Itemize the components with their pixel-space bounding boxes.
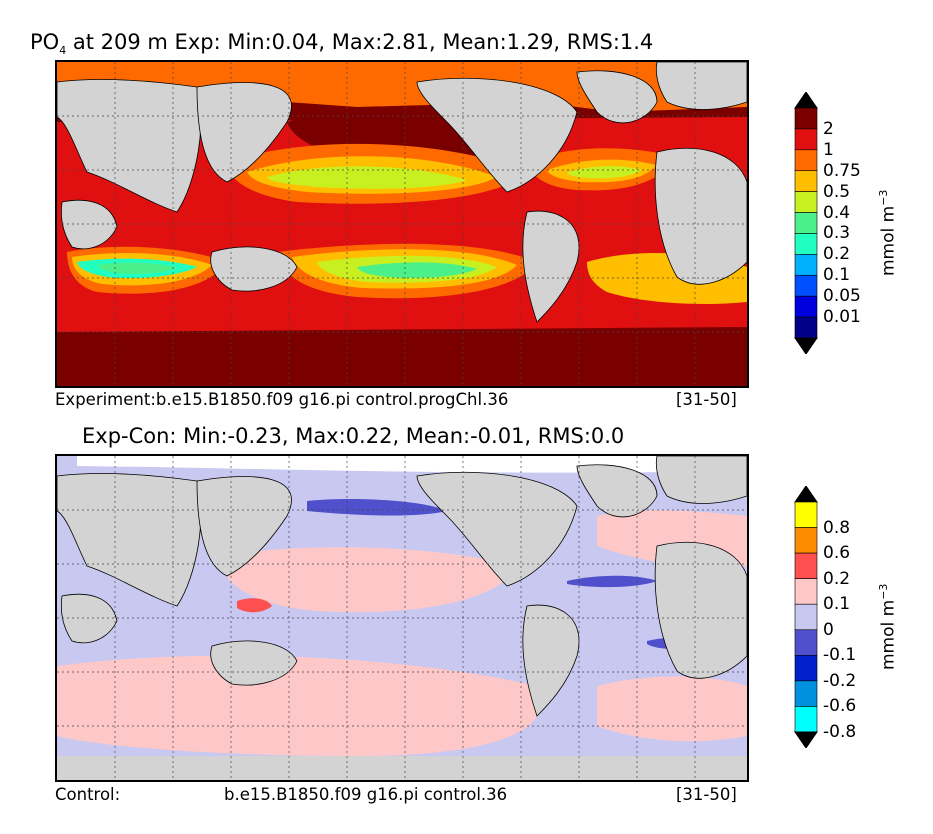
top-colorbar bbox=[794, 92, 818, 354]
southern-ocean-high bbox=[57, 327, 747, 386]
land-asia-east bbox=[196, 82, 292, 183]
colorbar-swatch bbox=[794, 680, 818, 707]
colorbar-tick-label: 0.1 bbox=[823, 594, 851, 615]
title-species: PO bbox=[30, 30, 60, 54]
colorbar-tick-label: -0.8 bbox=[823, 722, 857, 742]
land-asia-west bbox=[57, 473, 202, 607]
colorbar-swatch bbox=[794, 295, 818, 318]
colorbar-swatch bbox=[794, 233, 818, 255]
top-colorbar-unit: mmol m−3 bbox=[877, 190, 899, 276]
bottom-caption-case: b.e15.B1850.f09 g16.pi control.36 bbox=[224, 785, 508, 804]
colorbar-extend-max bbox=[794, 486, 818, 503]
colorbar-extend-min bbox=[794, 337, 818, 354]
diff-positive-south bbox=[57, 655, 542, 756]
colorbar-swatch bbox=[794, 191, 818, 213]
diff-strong-negative-1 bbox=[307, 499, 447, 516]
colorbar-tick-label: 2 bbox=[823, 118, 834, 139]
colorbar-swatch bbox=[794, 254, 818, 276]
top-map-title: PO4 at 209 m Exp: Min:0.04, Max:2.81, Me… bbox=[30, 30, 653, 57]
colorbar-swatch bbox=[794, 170, 818, 192]
colorbar-swatch bbox=[794, 655, 818, 682]
colorbar-swatch bbox=[794, 578, 818, 605]
colorbar-swatch bbox=[794, 107, 818, 130]
diff-positive-satl bbox=[597, 676, 747, 742]
land-asia-east bbox=[196, 476, 292, 577]
colorbar-swatch bbox=[794, 706, 818, 733]
colorbar-tick-label: -0.2 bbox=[823, 670, 857, 691]
colorbar-tick-label: 0.8 bbox=[823, 517, 851, 538]
indian-gyre-core bbox=[97, 262, 177, 274]
land-masses-bottom bbox=[57, 456, 747, 717]
top-colorbar-swatches bbox=[794, 92, 818, 354]
colorbar-extend-min bbox=[794, 731, 818, 748]
colorbar-swatch bbox=[794, 274, 818, 297]
colorbar-swatch bbox=[794, 149, 818, 172]
bottom-caption-years: [31-50] bbox=[676, 785, 737, 804]
colorbar-tick-label: 0.2 bbox=[823, 244, 851, 265]
colorbar-tick-label: 0.1 bbox=[823, 265, 851, 286]
colorbar-swatch bbox=[794, 128, 818, 151]
top-caption-years: [31-50] bbox=[676, 390, 737, 409]
colorbar-tick-label: 0.01 bbox=[823, 307, 861, 328]
unit-exponent: −3 bbox=[877, 189, 890, 206]
colorbar-tick-label: -0.6 bbox=[823, 696, 857, 717]
diff-positive-npac bbox=[217, 547, 517, 613]
unit-exponent: −3 bbox=[877, 583, 890, 600]
graticule bbox=[57, 62, 747, 386]
land-antarctica bbox=[57, 756, 747, 780]
south-pacific-gyre-core bbox=[357, 262, 477, 278]
land-north-america bbox=[416, 77, 578, 193]
unit-base: mmol m bbox=[878, 205, 899, 276]
title-subscript: 4 bbox=[59, 44, 67, 58]
colorbar-tick-label: 0.6 bbox=[823, 543, 851, 564]
colorbar-tick-label: 0.75 bbox=[823, 160, 861, 181]
land-asia-west bbox=[57, 79, 202, 213]
land-africa bbox=[654, 541, 747, 679]
land-masses bbox=[57, 62, 747, 323]
bottom-colorbar bbox=[794, 486, 818, 748]
colorbar-tick-label: 0.4 bbox=[823, 202, 851, 223]
colorbar-tick-label: 0.05 bbox=[823, 286, 861, 307]
bottom-map-title: Exp-Con: Min:-0.23, Max:0.22, Mean:-0.01… bbox=[82, 424, 625, 448]
land-africa-east bbox=[60, 593, 118, 644]
north-pacific-gyre-green bbox=[267, 166, 467, 189]
top-map bbox=[55, 60, 749, 388]
colorbar-tick-label: 1 bbox=[823, 139, 834, 160]
colorbar-swatch bbox=[794, 603, 818, 631]
land-south-america bbox=[522, 604, 580, 717]
colorbar-tick-label: 0.5 bbox=[823, 181, 851, 202]
colorbar-extend-max bbox=[794, 92, 818, 109]
land-europe bbox=[655, 456, 747, 504]
land-australia bbox=[210, 640, 298, 686]
colorbar-tick-label: 0 bbox=[823, 619, 834, 640]
arctic-orange-band bbox=[57, 62, 747, 112]
colorbar-swatch bbox=[794, 212, 818, 234]
colorbar-swatch bbox=[794, 629, 818, 656]
graticule-bottom bbox=[57, 456, 747, 780]
land-north-america bbox=[416, 471, 578, 587]
top-caption-experiment: Experiment:b.e15.B1850.f09 g16.pi contro… bbox=[55, 390, 509, 409]
diff-strong-negative-2 bbox=[567, 575, 657, 588]
title-stats: at 209 m Exp: Min:0.04, Max:2.81, Mean:1… bbox=[72, 30, 654, 54]
colorbar-swatch bbox=[794, 552, 818, 579]
land-africa bbox=[654, 147, 747, 285]
land-australia bbox=[210, 246, 298, 292]
bottom-colorbar-unit: mmol m−3 bbox=[877, 584, 899, 670]
colorbar-swatch bbox=[794, 527, 818, 554]
diff-strong-positive-1 bbox=[237, 598, 272, 613]
north-atlantic-gyre-green bbox=[567, 166, 642, 179]
colorbar-tick-label: 0.3 bbox=[823, 223, 851, 244]
unit-base: mmol m bbox=[878, 599, 899, 670]
colorbar-swatch bbox=[794, 501, 818, 528]
bottom-caption-control: Control: bbox=[55, 785, 121, 804]
land-south-america bbox=[522, 210, 580, 323]
bottom-colorbar-swatches bbox=[794, 486, 818, 748]
colorbar-tick-label: -0.1 bbox=[823, 645, 857, 666]
colorbar-swatch bbox=[794, 316, 818, 339]
land-europe bbox=[655, 62, 747, 110]
bottom-map bbox=[55, 454, 749, 782]
land-africa-east bbox=[60, 199, 118, 250]
colorbar-tick-label: 0.2 bbox=[823, 568, 851, 589]
